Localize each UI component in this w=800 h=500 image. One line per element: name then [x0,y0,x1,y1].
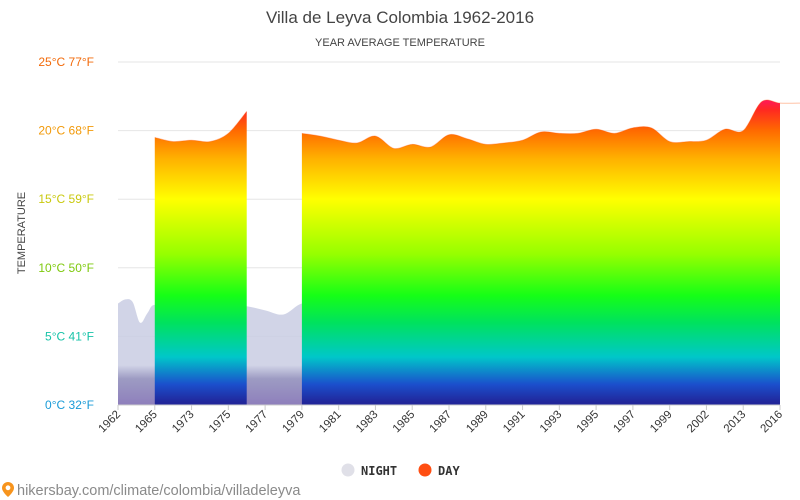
x-tick-label: 1993 [538,409,565,436]
day-area [154,100,780,405]
y-tick-label: 15°C 59°F [38,192,94,206]
x-tick-label: 1981 [317,409,344,436]
x-tick-label: 2013 [722,409,749,436]
x-tick-label: 1995 [575,409,602,436]
x-tick-labels: 1962 1965 1973 1975 1977 1979 1981 1983 1985 1987… [97,409,786,436]
day-line [301,99,800,150]
x-tick-label: 1985 [391,409,418,436]
x-tick-label: 1973 [170,409,197,436]
source-link[interactable]: hikersbay.com/climate/colombia/villadele… [17,483,301,499]
y-tick-label: 5°C 41°F [45,329,94,343]
x-tick-label: 1977 [244,409,271,436]
chart-title: Villa de Leyva Colombia 1962-2016 [266,8,534,27]
legend-night-swatch[interactable] [341,463,355,477]
day-series [154,99,800,405]
y-tick-label: 10°C 50°F [38,261,94,275]
x-tick-label: 1989 [464,409,491,436]
x-tick-label: 1975 [207,409,234,436]
legend-day-label[interactable]: DAY [438,464,460,478]
x-tick-label: 1962 [97,409,124,436]
day-line [154,111,248,143]
x-tick-label: 1999 [648,409,675,436]
y-axis-label: TEMPERATURE [16,192,28,274]
x-tick-label: 2002 [685,409,712,436]
x-tick-label: 1979 [280,409,307,436]
source-credit[interactable]: hikersbay.com/climate/colombia/villadele… [2,482,301,499]
x-tick-label: 1997 [611,409,638,436]
chart-subtitle: YEAR AVERAGE TEMPERATURE [315,37,485,49]
y-tick-label: 0°C 32°F [45,398,94,412]
x-tick-label: 2016 [759,409,786,436]
x-tick-label: 1987 [428,409,455,436]
x-tick-label: 1991 [501,409,528,436]
x-tick-label: 1965 [133,409,160,436]
x-axis [117,404,781,410]
legend-day-swatch[interactable] [418,463,432,477]
legend-night-label[interactable]: NIGHT [361,464,397,478]
y-tick-label: 20°C 68°F [38,124,94,138]
x-tick-label: 1983 [354,409,381,436]
legend: NIGHT DAY [341,463,460,478]
location-pin-icon [2,482,14,497]
y-tick-label: 25°C 77°F [38,55,94,69]
y-tick-labels: 0°C 32°F 5°C 41°F 10°C 50°F 15°C 59°F 20°C 6… [38,55,94,412]
